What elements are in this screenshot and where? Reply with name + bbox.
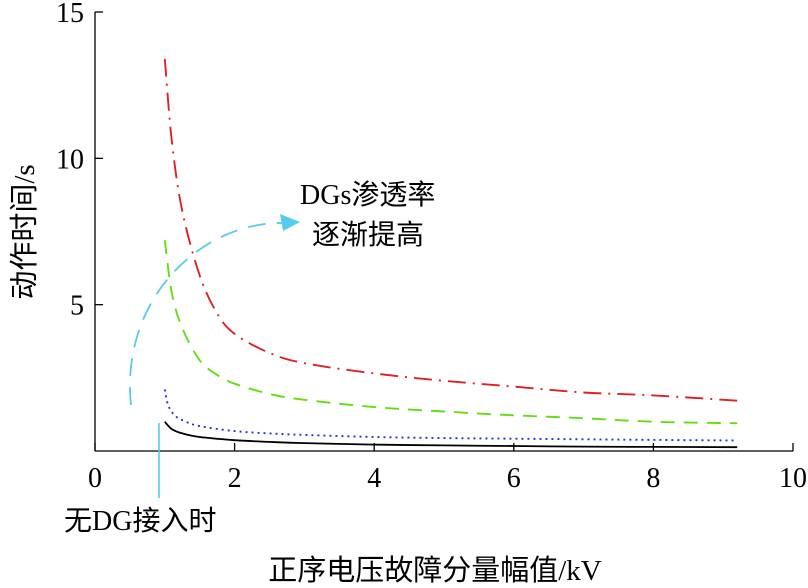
x-tick-label: 4 — [367, 463, 381, 494]
x-axis-label: 正序电压故障分量幅值/kV — [268, 554, 602, 587]
series-line-3 — [163, 58, 738, 402]
ticks: 0 2 4 6 8 10 5 10 15 — [56, 0, 807, 494]
series-layer — [163, 58, 738, 449]
annotation-no-dg: 无DG接入时 — [64, 505, 216, 537]
y-tick-label: 15 — [56, 0, 84, 29]
x-tick-label: 8 — [646, 463, 660, 494]
penetration-arrow-shaft — [129, 222, 284, 406]
series-line-2 — [163, 240, 738, 425]
y-tick-label: 10 — [56, 144, 84, 175]
penetration-arrowhead — [280, 214, 300, 231]
annotation-penetration-line2: 逐渐提高 — [312, 219, 424, 251]
annotation-penetration-line1: DGs渗透率 — [300, 179, 435, 211]
series-line-0 — [164, 421, 738, 449]
penetration-arrow — [129, 214, 300, 406]
x-tick-label: 10 — [779, 463, 807, 494]
y-axis-label: 动作时间/s — [8, 164, 41, 299]
x-tick-label: 6 — [507, 463, 521, 494]
x-tick-label: 2 — [228, 463, 242, 494]
y-tick-label: 5 — [70, 291, 84, 322]
x-tick-label: 0 — [88, 463, 102, 494]
series-line-1 — [163, 389, 738, 442]
